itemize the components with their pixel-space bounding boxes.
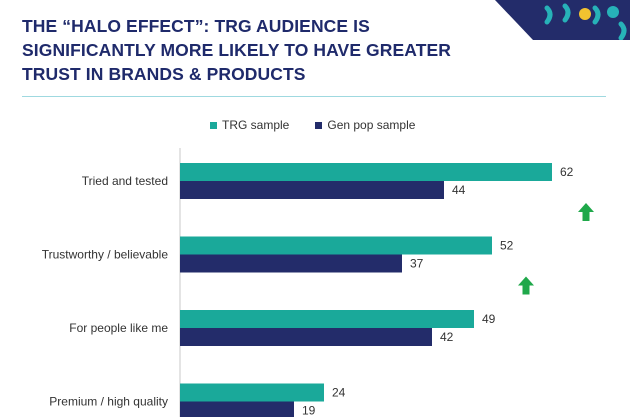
bar-genpop <box>180 254 402 273</box>
title-line-1: THE “HALO EFFECT”: TRG AUDIENCE IS <box>22 16 370 36</box>
legend-label-genpop: Gen pop sample <box>327 118 416 132</box>
category-label: Trustworthy / believable <box>42 248 169 262</box>
up-arrow-icon <box>518 276 534 295</box>
title-divider <box>22 96 606 97</box>
category-label: For people like me <box>69 321 168 335</box>
chart-title: THE “HALO EFFECT”: TRG AUDIENCE IS SIGNI… <box>22 14 492 86</box>
data-label: 49 <box>482 312 496 326</box>
bar-genpop <box>180 181 444 199</box>
data-label: 37 <box>410 257 424 271</box>
data-label: 52 <box>500 239 514 253</box>
data-label: 62 <box>560 165 574 179</box>
legend-label-trg: TRG sample <box>222 118 290 132</box>
legend-item-genpop: Gen pop sample <box>315 118 415 132</box>
bar-genpop <box>180 328 432 346</box>
data-label: 24 <box>332 386 346 400</box>
bar-trg <box>180 163 552 181</box>
title-line-2: SIGNIFICANTLY MORE LIKELY TO HAVE GREATE… <box>22 40 452 60</box>
bar-genpop <box>180 401 294 417</box>
bar-trg <box>180 236 492 255</box>
legend-swatch-genpop <box>315 121 323 129</box>
category-label: Premium / high quality <box>49 395 168 409</box>
category-label: Tried and tested <box>82 174 168 188</box>
bar-trg <box>180 310 474 328</box>
chart-legend: TRG sample Gen pop sample <box>210 118 441 132</box>
bar-trg <box>180 383 324 402</box>
data-label: 44 <box>452 183 466 197</box>
title-line-3: TRUST IN BRANDS & PRODUCTS <box>22 64 306 84</box>
legend-swatch-trg <box>210 121 217 129</box>
legend-item-trg: TRG sample <box>210 118 289 132</box>
data-label: 19 <box>302 404 316 417</box>
data-label: 42 <box>440 330 454 344</box>
corner-decoration <box>495 0 630 40</box>
up-arrow-icon <box>578 203 594 221</box>
